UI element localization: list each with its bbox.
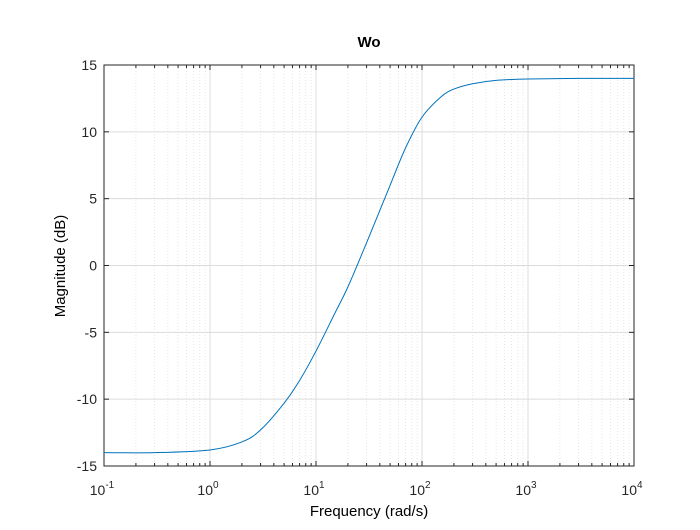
x-tick-label: 102 (409, 480, 431, 498)
x-tick-label: 10-1 (90, 480, 115, 498)
y-tick-label: 15 (81, 57, 97, 73)
x-tick-label: 104 (621, 480, 643, 498)
x-tick-label: 103 (515, 480, 537, 498)
series-layer (103, 77, 635, 454)
series-line (103, 77, 635, 454)
x-tick-label: 100 (197, 480, 219, 498)
chart-title: Wo (357, 34, 380, 51)
y-tick-label: -15 (77, 458, 97, 474)
y-tick-label: -5 (85, 324, 98, 340)
y-tick-label: -10 (77, 391, 97, 407)
y-tick-label: 5 (89, 191, 97, 207)
x-axis-label: Frequency (rad/s) (310, 503, 428, 520)
y-tick-label: 10 (81, 124, 97, 140)
axis-ticks: 10-1 100 101 102 103 104 15 10 5 0 -5 -10 -15 (77, 57, 643, 498)
y-tick-label: 0 (89, 258, 97, 274)
x-tick-label: 101 (303, 480, 325, 498)
y-axis-label: Magnitude (dB) (52, 215, 69, 318)
